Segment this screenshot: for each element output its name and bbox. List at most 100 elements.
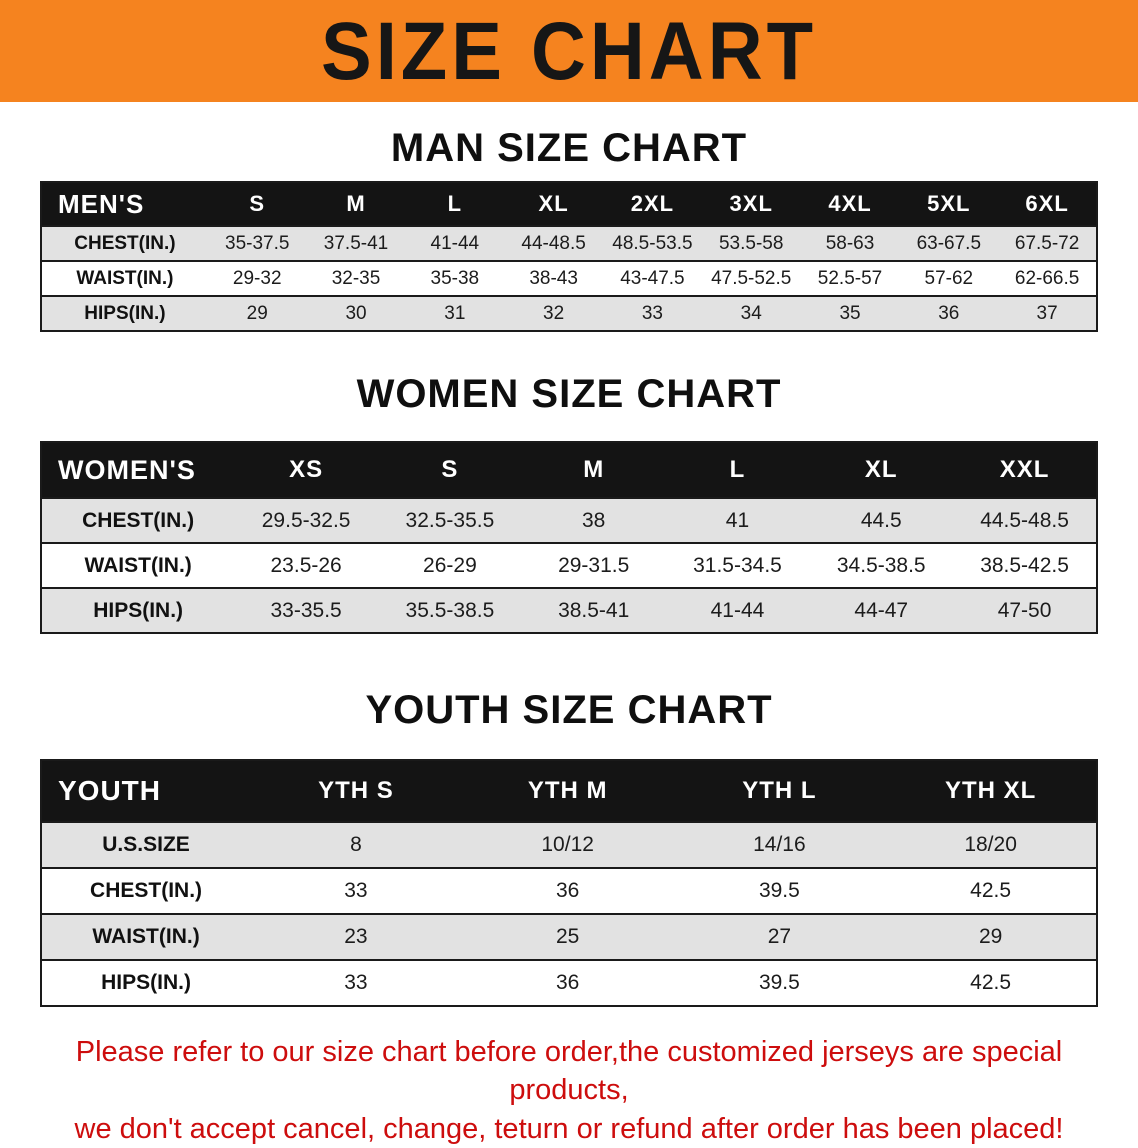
table-row: WAIST(IN.) 29-32 32-35 35-38 38-43 43-47.5 47.… (41, 260, 1097, 297)
value-cell: 41-44 (665, 587, 810, 634)
value-cell: 44-48.5 (504, 225, 604, 262)
value-cell: 44.5 (809, 497, 954, 544)
value-cell: 52.5-57 (800, 260, 900, 297)
row-label-cell: WAIST(IN.) (41, 260, 208, 297)
value-cell: 32.5-35.5 (378, 497, 522, 544)
size-header-cell: YTH S (250, 759, 462, 823)
value-cell: 38-43 (504, 260, 604, 297)
value-cell: 47-50 (953, 587, 1097, 634)
header-row: YOUTH YTH S YTH M YTH L YTH XL (41, 759, 1097, 823)
value-cell: 44-47 (809, 587, 954, 634)
size-header-cell: 2XL (603, 181, 702, 227)
value-cell: 38.5-41 (521, 587, 666, 634)
size-header-cell: XL (504, 181, 604, 227)
disclaimer: Please refer to our size chart before or… (30, 1033, 1108, 1148)
value-cell: 27 (673, 913, 886, 961)
value-cell: 26-29 (378, 542, 522, 589)
value-cell: 58-63 (800, 225, 900, 262)
value-cell: 35-37.5 (207, 225, 307, 262)
women-size-table-grid: WOMEN'S XS S M L XL XXL CHEST(IN.) 29.5-32.5 32.5… (40, 441, 1098, 634)
value-cell: 34 (701, 295, 801, 332)
value-cell: 23 (250, 913, 462, 961)
value-cell: 8 (250, 821, 462, 869)
value-cell: 39.5 (673, 867, 886, 915)
value-cell: 62-66.5 (998, 260, 1097, 297)
men-size-table-grid: MEN'S S M L XL 2XL 3XL 4XL 5XL 6XL CHEST(IN.) 35-37… (40, 181, 1098, 332)
table-row: HIPS(IN.) 29 30 31 32 33 34 35 36 37 (41, 295, 1097, 332)
men-size-section: MAN SIZE CHART MEN'S S M L XL 2XL 3XL 4XL 5XL 6XL… (0, 126, 1138, 332)
row-label-cell: WAIST(IN.) (41, 542, 235, 589)
value-cell: 29 (885, 913, 1097, 961)
size-header-cell: L (405, 181, 505, 227)
disclaimer-line-1: Please refer to our size chart before or… (75, 1036, 1063, 1107)
value-cell: 37 (998, 295, 1097, 332)
size-header-cell: L (665, 441, 810, 499)
table-row: U.S.SIZE 8 10/12 14/16 18/20 (41, 821, 1097, 869)
value-cell: 35 (800, 295, 900, 332)
size-header-cell: XL (809, 441, 954, 499)
value-cell: 43-47.5 (603, 260, 702, 297)
value-cell: 41-44 (405, 225, 505, 262)
row-label-cell: HIPS(IN.) (41, 587, 235, 634)
size-header-cell: S (207, 181, 307, 227)
value-cell: 38 (521, 497, 666, 544)
table-row: CHEST(IN.) 29.5-32.5 32.5-35.5 38 41 44.5 44.5… (41, 497, 1097, 544)
youth-size-table: YOUTH YTH S YTH M YTH L YTH XL U.S.SIZE 8 10/12… (40, 759, 1098, 1007)
table-row: CHEST(IN.) 35-37.5 37.5-41 41-44 44-48.5 48.5… (41, 225, 1097, 262)
value-cell: 36 (461, 867, 674, 915)
value-cell: 29 (207, 295, 307, 332)
header-row: WOMEN'S XS S M L XL XXL (41, 441, 1097, 499)
value-cell: 29-32 (207, 260, 307, 297)
value-cell: 10/12 (461, 821, 674, 869)
size-header-cell: 4XL (800, 181, 900, 227)
value-cell: 30 (306, 295, 406, 332)
youth-section-heading: YOUTH SIZE CHART (365, 688, 773, 732)
value-cell: 29-31.5 (521, 542, 666, 589)
value-cell: 14/16 (673, 821, 886, 869)
row-label-cell: WAIST(IN.) (41, 913, 251, 961)
table-row: WAIST(IN.) 23 25 27 29 (41, 913, 1097, 961)
value-cell: 39.5 (673, 959, 886, 1007)
row-label-cell: CHEST(IN.) (41, 497, 235, 544)
value-cell: 36 (899, 295, 999, 332)
size-header-cell: S (378, 441, 522, 499)
value-cell: 32-35 (306, 260, 406, 297)
row-label-cell: HIPS(IN.) (41, 959, 251, 1007)
table-row: WAIST(IN.) 23.5-26 26-29 29-31.5 31.5-34.5 34… (41, 542, 1097, 589)
women-size-section: WOMEN SIZE CHART WOMEN'S XS S M L XL XXL CHEST(… (0, 372, 1138, 634)
size-header-cell: YTH XL (885, 759, 1097, 823)
row-label-cell: HIPS(IN.) (41, 295, 208, 332)
value-cell: 41 (665, 497, 810, 544)
size-header-cell: 5XL (899, 181, 999, 227)
row-label-cell: U.S.SIZE (41, 821, 251, 869)
table-title-cell: YOUTH (41, 759, 251, 823)
value-cell: 31.5-34.5 (665, 542, 810, 589)
value-cell: 67.5-72 (998, 225, 1097, 262)
value-cell: 48.5-53.5 (603, 225, 702, 262)
value-cell: 42.5 (885, 867, 1097, 915)
women-size-table: WOMEN'S XS S M L XL XXL CHEST(IN.) 29.5-32.5 32.5… (40, 441, 1098, 634)
table-title-cell: MEN'S (41, 181, 208, 227)
disclaimer-line-2: we don't accept cancel, change, teturn o… (74, 1112, 1064, 1145)
men-section-heading: MAN SIZE CHART (390, 126, 748, 170)
size-header-cell: 6XL (998, 181, 1097, 227)
size-header-cell: XXL (953, 441, 1097, 499)
table-title-cell: WOMEN'S (41, 441, 235, 499)
size-header-cell: M (306, 181, 406, 227)
size-header-cell: YTH L (673, 759, 886, 823)
table-row: HIPS(IN.) 33 36 39.5 42.5 (41, 959, 1097, 1007)
page-title: SIZE CHART (321, 5, 817, 97)
value-cell: 35-38 (405, 260, 505, 297)
value-cell: 36 (461, 959, 674, 1007)
size-header-cell: YTH M (461, 759, 674, 823)
value-cell: 38.5-42.5 (953, 542, 1097, 589)
value-cell: 33 (250, 867, 462, 915)
table-row: HIPS(IN.) 33-35.5 35.5-38.5 38.5-41 41-44 44-… (41, 587, 1097, 634)
size-header-cell: 3XL (701, 181, 801, 227)
value-cell: 53.5-58 (701, 225, 801, 262)
banner: SIZE CHART (0, 0, 1138, 102)
size-header-cell: M (521, 441, 666, 499)
value-cell: 42.5 (885, 959, 1097, 1007)
value-cell: 25 (461, 913, 674, 961)
